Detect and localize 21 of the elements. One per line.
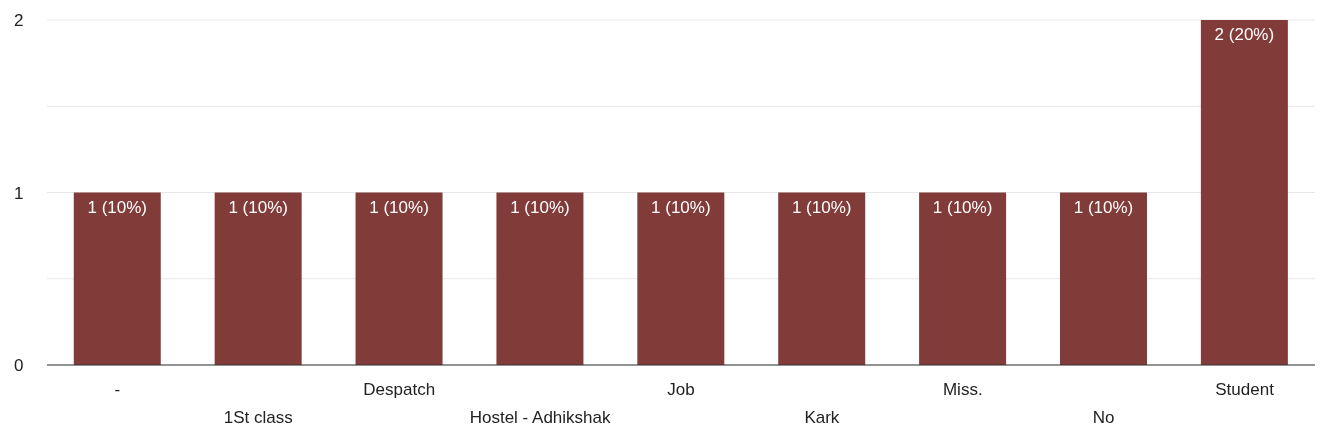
data-label: 2 (20%) xyxy=(1214,25,1275,44)
x-tick-label: Miss. xyxy=(942,380,983,399)
data-label: 1 (10%) xyxy=(651,197,711,217)
x-tick-label: - xyxy=(114,380,121,399)
data-label: 1 (10%) xyxy=(1073,197,1134,217)
x-tick-label: Despatch xyxy=(363,380,436,399)
x-tick-label: 1St class xyxy=(223,408,293,427)
data-label: 1 (10%) xyxy=(932,197,993,217)
data-label: 1 (10%) xyxy=(228,197,288,217)
data-label: 1 (10%) xyxy=(510,197,570,217)
data-label: 1 (10%) xyxy=(791,197,852,217)
y-tick-label: 2 xyxy=(14,11,24,31)
x-tick-label: Student xyxy=(1215,380,1275,399)
y-tick-label: 0 xyxy=(14,356,24,376)
x-tick-label: Hostel - Adhikshak xyxy=(469,408,611,427)
x-tick-label: No xyxy=(1092,408,1115,427)
data-label: 1 (10%) xyxy=(87,197,148,217)
x-tick-label: Job xyxy=(667,380,695,399)
x-tick-label: Kark xyxy=(804,408,840,427)
y-tick-label: 1 xyxy=(14,183,24,203)
data-label: 1 (10%) xyxy=(369,197,429,217)
